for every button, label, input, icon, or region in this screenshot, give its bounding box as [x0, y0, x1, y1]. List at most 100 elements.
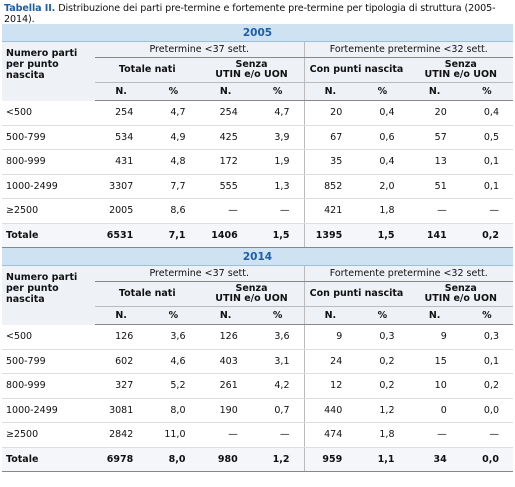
cell: 0,7: [251, 398, 304, 423]
cell: 126: [199, 324, 252, 350]
cell: 0,4: [460, 100, 513, 126]
cell: 6531: [95, 223, 148, 248]
header-row: N.% N.% N.% N.%: [2, 82, 513, 101]
column-header: N.: [303, 82, 357, 101]
cell: 980: [199, 447, 252, 472]
subgroup-header: Senza UTIN e/o UON: [408, 57, 513, 83]
cell: —: [199, 422, 252, 448]
data-table: 2005 Numero parti per punto nascita Preter…: [2, 24, 513, 472]
year-label: 2005: [2, 24, 513, 42]
cell: 3,1: [251, 349, 304, 374]
data-row: Totale 6978 8,0 980 1,2 959 1,1 34 0,0: [2, 447, 513, 472]
cell: 534: [95, 125, 148, 150]
header-row: Numero parti per punto nascita Pretermine…: [2, 41, 513, 101]
cell: 0: [408, 398, 461, 423]
data-row: ≥2500 2005 8,6— —421 1,8— —: [2, 198, 513, 224]
header-row: Numero parti per punto nascita Pretermine…: [2, 265, 513, 325]
cell: 9: [303, 324, 357, 350]
cell: 3,9: [251, 125, 304, 150]
row-label: 500-799: [2, 125, 95, 150]
cell: 67: [303, 125, 357, 150]
cell: —: [408, 198, 461, 224]
row-label: 800-999: [2, 373, 95, 399]
row-label: 1000-2499: [2, 398, 95, 423]
cell: 15: [408, 349, 461, 374]
cell: 20: [408, 100, 461, 126]
data-row: <500 254 4,7 254 4,7 20 0,4 20 0,4: [2, 100, 513, 126]
data-row: 1000-2499 3081 8,0 190 0,7 440 1,2 0 0,0: [2, 398, 513, 423]
cell: 1,5: [356, 223, 409, 248]
cell: 7,7: [147, 174, 200, 199]
row-label: ≥2500: [2, 198, 95, 224]
cell: 51: [408, 174, 461, 199]
table-section: 2005 Numero parti per punto nascita Preter…: [2, 24, 513, 248]
column-header: N.: [199, 306, 252, 325]
cell: 6978: [95, 447, 148, 472]
cell: 0,1: [460, 174, 513, 199]
header-row: Totale nati Senza UTIN e/o UON Con punti n…: [2, 281, 513, 307]
column-header: N.: [95, 306, 148, 325]
cell: 0,0: [460, 447, 513, 472]
cell: 852: [303, 174, 357, 199]
cell: 4,6: [147, 349, 200, 374]
cell: 34: [408, 447, 461, 472]
row-header: Numero parti per punto nascita: [2, 265, 95, 325]
cell: 8,6: [147, 198, 200, 224]
cell: 9: [408, 324, 461, 350]
cell: 0,6: [356, 125, 409, 150]
subgroup-header: Totale nati: [95, 281, 200, 307]
subgroup-header: Totale nati: [95, 57, 200, 83]
cell: 190: [199, 398, 252, 423]
cell: 421: [303, 198, 357, 224]
cell: 0,4: [356, 100, 409, 126]
cell: 261: [199, 373, 252, 399]
data-row: 800-999 431 4,8 172 1,9 35 0,4 13 0,1: [2, 149, 513, 175]
cell: 20: [303, 100, 357, 126]
column-header: %: [147, 306, 200, 325]
cell: 2,0: [356, 174, 409, 199]
cell: 4,7: [251, 100, 304, 126]
cell: 3,6: [251, 324, 304, 350]
column-header: %: [251, 306, 304, 325]
group-header: Fortemente pretermine <32 sett.: [303, 41, 513, 58]
cell: 1,3: [251, 174, 304, 199]
caption-text: Distribuzione dei parti pre-termine e fo…: [4, 3, 496, 25]
cell: —: [251, 422, 304, 448]
table-caption: Tabella II. Distribuzione dei parti pre-…: [0, 0, 515, 25]
year-row: 2005: [2, 24, 513, 42]
cell: —: [251, 198, 304, 224]
cell: 24: [303, 349, 357, 374]
cell: 0,2: [460, 223, 513, 248]
cell: 1,5: [251, 223, 304, 248]
cell: 141: [408, 223, 461, 248]
cell: 4,8: [147, 149, 200, 175]
cell: 126: [95, 324, 148, 350]
subgroup-header: Senza UTIN e/o UON: [199, 281, 304, 307]
cell: 3,6: [147, 324, 200, 350]
column-header: %: [460, 82, 513, 101]
cell: 12: [303, 373, 357, 399]
cell: 1,8: [356, 198, 409, 224]
cell: 0,2: [460, 373, 513, 399]
cell: 440: [303, 398, 357, 423]
cell: 3081: [95, 398, 148, 423]
cell: 327: [95, 373, 148, 399]
column-header: %: [251, 82, 304, 101]
cell: 0,2: [356, 373, 409, 399]
group-header: Fortemente pretermine <32 sett.: [303, 265, 513, 282]
column-header: N.: [303, 306, 357, 325]
cell: 2842: [95, 422, 148, 448]
year-row: 2014: [2, 247, 513, 266]
cell: 0,3: [356, 324, 409, 350]
column-header: N.: [408, 82, 461, 101]
cell: 425: [199, 125, 252, 150]
data-row: <500 126 3,6 126 3,6 9 0,3 9 0,3: [2, 324, 513, 350]
column-header: N.: [199, 82, 252, 101]
header-row: N.% N.% N.% N.%: [2, 306, 513, 325]
column-header: %: [460, 306, 513, 325]
group-header: Pretermine <37 sett.: [95, 41, 304, 58]
cell: 4,9: [147, 125, 200, 150]
cell: —: [460, 422, 513, 448]
cell: 474: [303, 422, 357, 448]
caption-label: Tabella II.: [4, 3, 56, 14]
